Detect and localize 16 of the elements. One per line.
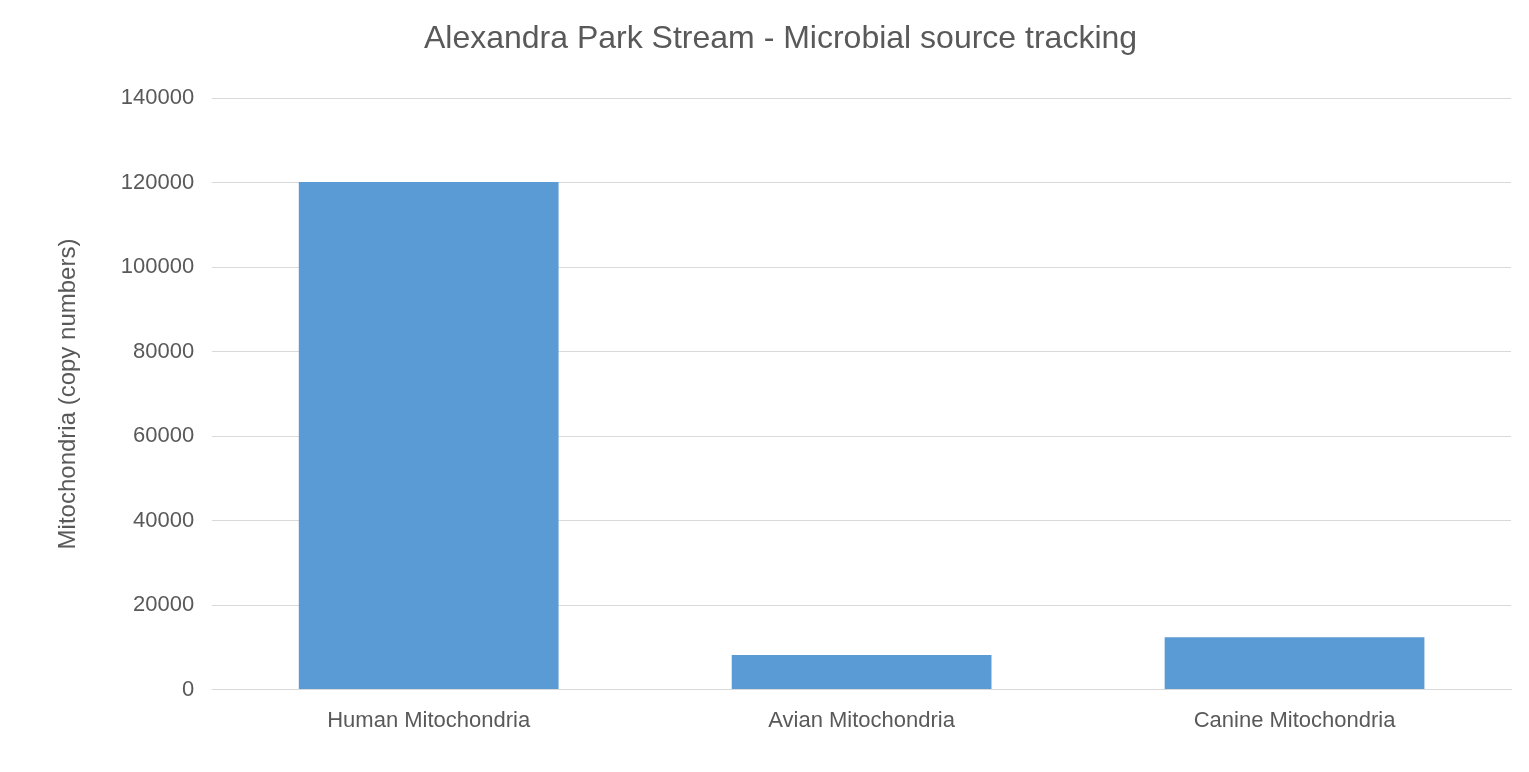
x-tick-label: Human Mitochondria [327, 706, 531, 732]
y-tick-label: 40000 [133, 506, 195, 532]
y-tick-label: 120000 [120, 168, 195, 194]
chart-title: Alexandra Park Stream - Microbial source tracking [423, 19, 1138, 56]
x-tick-label: Avian Mitochondria [768, 706, 956, 732]
y-axis-title: Mitochondria (copy numbers) [53, 238, 81, 550]
x-tick-label: Canine Mitochondria [1193, 706, 1397, 732]
y-tick-label: 100000 [120, 253, 195, 279]
y-tick-label: 20000 [133, 591, 195, 617]
y-tick-label: 60000 [133, 422, 195, 448]
y-tick-label: 80000 [133, 337, 195, 363]
y-tick-label: 140000 [120, 84, 195, 110]
bar [731, 654, 992, 690]
bar [298, 182, 559, 690]
y-tick-label: 0 [181, 675, 195, 701]
bar [1164, 637, 1425, 690]
